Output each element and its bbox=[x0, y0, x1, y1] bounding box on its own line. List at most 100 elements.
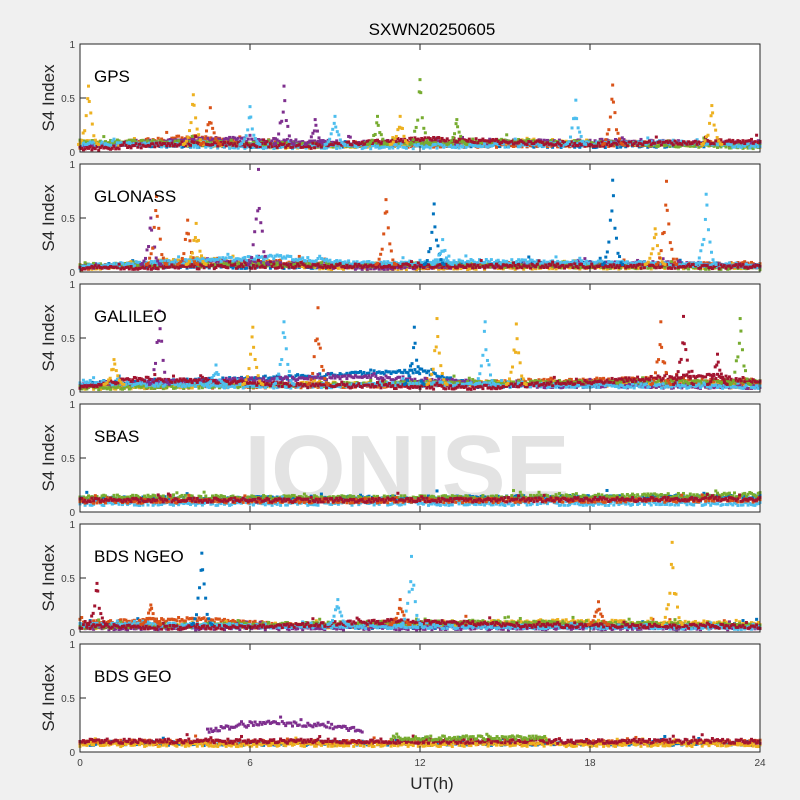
scatter-point bbox=[247, 138, 250, 141]
scatter-point-peak bbox=[87, 85, 90, 88]
scatter-point-peak bbox=[611, 84, 614, 87]
scatter-point bbox=[337, 267, 340, 270]
scatter-point bbox=[347, 140, 350, 143]
scatter-point bbox=[277, 132, 280, 135]
scatter-point bbox=[294, 138, 297, 141]
scatter-point-peak bbox=[192, 93, 195, 96]
scatter-point bbox=[205, 129, 208, 132]
scatter-point bbox=[720, 143, 723, 146]
scatter-point bbox=[713, 142, 716, 145]
scatter-point bbox=[510, 140, 513, 143]
scatter-point bbox=[254, 137, 257, 140]
scatter-point bbox=[392, 141, 395, 144]
scatter-point bbox=[560, 144, 563, 147]
scatter-point bbox=[292, 143, 295, 146]
scatter-point bbox=[123, 141, 126, 144]
scatter-point bbox=[660, 143, 663, 146]
scatter-point bbox=[569, 136, 572, 139]
scatter-point bbox=[343, 143, 346, 146]
scatter-point bbox=[398, 145, 401, 148]
scatter-point bbox=[313, 129, 316, 132]
scatter-point bbox=[646, 136, 649, 139]
scatter-point bbox=[703, 139, 706, 142]
scatter-point bbox=[190, 121, 193, 124]
scatter-point bbox=[311, 142, 314, 145]
scatter-point bbox=[89, 145, 92, 148]
scatter-point bbox=[202, 141, 205, 144]
scatter-point bbox=[191, 135, 194, 138]
scatter-point bbox=[599, 257, 602, 260]
scatter-point bbox=[230, 139, 233, 142]
scatter-point bbox=[283, 143, 286, 146]
scatter-point-peak bbox=[574, 99, 577, 102]
scatter-point bbox=[456, 125, 459, 128]
scatter-point bbox=[655, 136, 658, 139]
scatter-point bbox=[330, 132, 333, 135]
scatter-point bbox=[381, 138, 384, 141]
scatter-point bbox=[618, 137, 621, 140]
scatter-point bbox=[453, 132, 456, 135]
scatter-point bbox=[371, 139, 374, 142]
scatter-point bbox=[755, 134, 758, 137]
scatter-point bbox=[526, 143, 529, 146]
panel-label: GPS bbox=[94, 67, 130, 86]
scatter-point bbox=[91, 123, 94, 126]
scatter-point bbox=[425, 139, 428, 142]
scatter-point bbox=[604, 138, 607, 141]
scatter-point bbox=[170, 142, 173, 145]
scatter-point bbox=[113, 145, 116, 148]
scatter-point bbox=[298, 255, 301, 258]
scatter-point bbox=[402, 135, 405, 138]
scatter-point bbox=[316, 130, 319, 133]
scatter-point bbox=[434, 143, 437, 146]
scatter-point bbox=[194, 116, 197, 119]
scatter-point bbox=[710, 114, 713, 117]
scatter-point bbox=[580, 135, 583, 138]
scatter-point bbox=[708, 122, 711, 125]
scatter-point bbox=[267, 145, 270, 148]
scatter-point bbox=[153, 145, 156, 148]
scatter-point bbox=[584, 143, 587, 146]
scatter-point bbox=[211, 127, 214, 130]
scatter-point bbox=[194, 135, 197, 138]
scatter-point bbox=[465, 143, 468, 146]
y-tick-label: 0.5 bbox=[61, 94, 75, 105]
scatter-point bbox=[349, 136, 352, 139]
scatter-point bbox=[262, 138, 265, 141]
scatter-point bbox=[452, 136, 455, 139]
scatter-point bbox=[388, 147, 391, 150]
scatter-point-peak bbox=[399, 115, 402, 118]
scatter-point-peak bbox=[710, 104, 713, 107]
scatter-point bbox=[266, 140, 269, 143]
scatter-point bbox=[410, 142, 413, 145]
scatter-point bbox=[140, 146, 143, 149]
scatter-point bbox=[412, 147, 415, 150]
scatter-point bbox=[527, 256, 530, 259]
scatter-point bbox=[317, 136, 320, 139]
scatter-point-peak bbox=[209, 106, 212, 109]
scatter-point bbox=[507, 145, 510, 148]
scatter-point bbox=[711, 111, 714, 114]
scatter-point bbox=[607, 128, 610, 131]
scatter-point bbox=[607, 141, 610, 144]
scatter-point bbox=[92, 134, 95, 137]
scatter-point bbox=[245, 134, 248, 137]
scatter-point bbox=[86, 97, 89, 100]
scatter-point bbox=[269, 142, 272, 145]
scatter-point bbox=[197, 133, 200, 136]
scatter-point bbox=[308, 140, 311, 143]
scatter-point bbox=[672, 143, 675, 146]
scatter-point bbox=[634, 141, 637, 144]
scatter-point bbox=[185, 140, 188, 143]
scatter-point bbox=[505, 133, 508, 136]
scatter-point bbox=[228, 147, 231, 150]
scatter-point bbox=[616, 143, 619, 146]
scatter-point bbox=[283, 99, 286, 102]
scatter-point bbox=[262, 262, 265, 265]
scatter-point bbox=[455, 122, 458, 125]
scatter-point bbox=[750, 138, 753, 141]
scatter-point bbox=[662, 257, 665, 260]
scatter-point bbox=[603, 142, 606, 145]
